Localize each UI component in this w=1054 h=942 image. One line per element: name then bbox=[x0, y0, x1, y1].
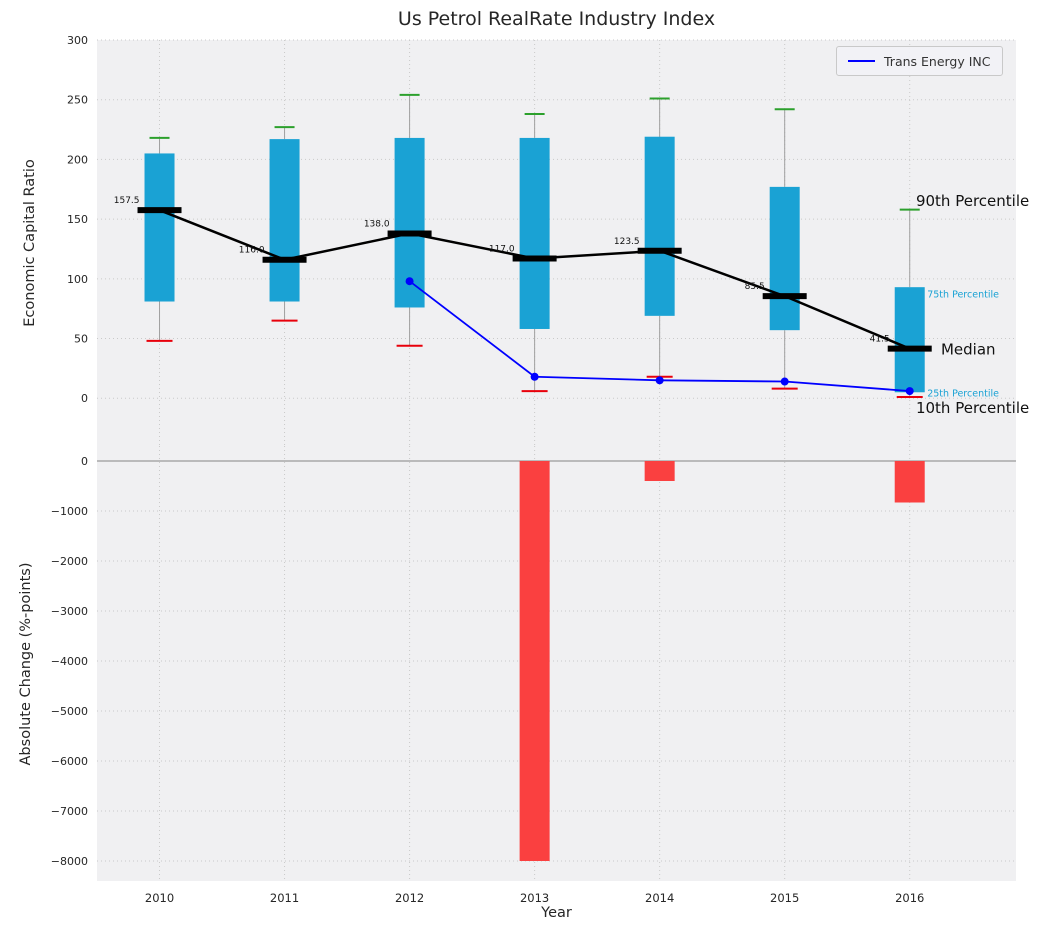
x-tick-label: 2011 bbox=[270, 891, 299, 905]
annotation-90th-percentile: 90th Percentile bbox=[916, 192, 1029, 210]
y-tick-label: −7000 bbox=[51, 805, 88, 818]
y-tick-label: 50 bbox=[74, 333, 88, 346]
x-tick-label: 2015 bbox=[770, 891, 799, 905]
y-tick-label: 200 bbox=[67, 153, 88, 166]
trans-energy-marker bbox=[905, 387, 914, 396]
y-tick-label: 300 bbox=[67, 34, 88, 47]
box-p25-p75 bbox=[769, 186, 800, 331]
legend-line-sample bbox=[848, 60, 875, 62]
annotation-10th-percentile: 10th Percentile bbox=[916, 399, 1029, 417]
x-tick-label: 2010 bbox=[145, 891, 174, 905]
median-value-label: 85.5 bbox=[745, 282, 765, 292]
top-axes-background bbox=[97, 40, 1016, 446]
x-tick-label: 2016 bbox=[895, 891, 924, 905]
y-tick-label: −3000 bbox=[51, 605, 88, 618]
y-tick-label: −8000 bbox=[51, 855, 88, 868]
box-p25-p75 bbox=[894, 287, 925, 393]
trans-energy-marker bbox=[405, 277, 414, 286]
chart-title: Us Petrol RealRate Industry Index bbox=[397, 8, 716, 30]
bottom-axes-background bbox=[97, 446, 1016, 881]
median-value-label: 117.0 bbox=[489, 245, 515, 255]
y-tick-label: 250 bbox=[67, 94, 88, 107]
x-tick-label: 2014 bbox=[645, 891, 674, 905]
bar-2016 bbox=[894, 461, 925, 503]
y-tick-label: −5000 bbox=[51, 705, 88, 718]
median-value-label: 138.0 bbox=[364, 219, 390, 229]
median-value-label: 116.0 bbox=[239, 246, 265, 256]
trans-energy-marker bbox=[530, 372, 539, 381]
annotation-median: Median bbox=[941, 340, 996, 358]
bar-2014 bbox=[644, 461, 675, 481]
median-value-label: 123.5 bbox=[614, 237, 640, 247]
legend-label: Trans Energy INC bbox=[884, 53, 991, 69]
y-tick-label: 0 bbox=[81, 392, 88, 405]
x-tick-label: 2012 bbox=[395, 891, 424, 905]
box-p25-p75 bbox=[644, 136, 675, 316]
x-tick-label: 2013 bbox=[520, 891, 549, 905]
top-y-axis-label: Economic Capital Ratio bbox=[22, 159, 38, 327]
median-value-label: 157.5 bbox=[114, 196, 140, 206]
y-tick-label: −2000 bbox=[51, 555, 88, 568]
trans-energy-marker bbox=[655, 376, 664, 385]
bar-2013 bbox=[519, 461, 550, 861]
box-p25-p75 bbox=[519, 137, 550, 329]
box-p25-p75 bbox=[269, 139, 300, 302]
y-tick-label: 150 bbox=[67, 213, 88, 226]
annotation-75th-percentile: 75th Percentile bbox=[927, 289, 999, 300]
y-tick-label: −1000 bbox=[51, 505, 88, 518]
annotation-25th-percentile: 25th Percentile bbox=[927, 388, 999, 399]
box-p25-p75 bbox=[144, 153, 175, 302]
bottom-y-axis-label: Absolute Change (%-points) bbox=[18, 562, 34, 766]
y-tick-label: 100 bbox=[67, 273, 88, 286]
y-tick-label: −4000 bbox=[51, 655, 88, 668]
y-tick-label: −6000 bbox=[51, 755, 88, 768]
legend: Trans Energy INC bbox=[836, 46, 1003, 76]
trans-energy-marker bbox=[780, 377, 789, 386]
median-value-label: 41.5 bbox=[870, 335, 890, 345]
x-axis-label: Year bbox=[541, 905, 572, 921]
y-tick-label: 0 bbox=[81, 455, 88, 468]
